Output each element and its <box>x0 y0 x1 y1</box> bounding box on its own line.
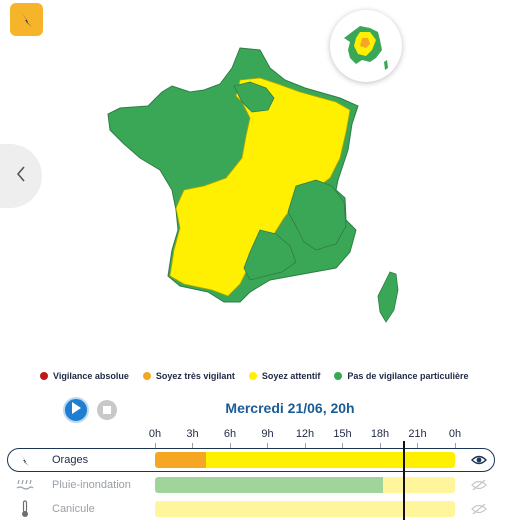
hour-label: 0h <box>148 428 162 440</box>
lightning-bolt-icon <box>15 450 35 470</box>
map-yellow-zone <box>169 77 351 297</box>
legend-dot <box>334 372 343 380</box>
stop-button[interactable] <box>97 400 117 420</box>
previous-button[interactable] <box>0 144 42 208</box>
hour-tick <box>417 443 418 449</box>
phenomenon-timeline-bar[interactable] <box>155 501 455 517</box>
play-button[interactable] <box>63 397 89 423</box>
legend-label: Soyez attentif <box>261 371 321 381</box>
mini-map-thumbnail[interactable] <box>330 10 402 82</box>
legend-item-red: Vigilance absolue <box>40 371 129 381</box>
thermometer-icon <box>15 499 35 519</box>
hour-label: 9h <box>261 428 274 440</box>
phenomenon-label: Pluie-inondation <box>52 479 131 491</box>
eye-icon[interactable] <box>471 453 487 467</box>
stop-icon <box>103 401 111 419</box>
vigilance-map[interactable] <box>100 40 410 330</box>
hour-tick <box>192 443 193 449</box>
timeline-segment <box>155 477 383 493</box>
hour-label: 15h <box>333 428 352 440</box>
legend-label: Pas de vigilance particulière <box>347 371 469 381</box>
legend-dot <box>248 372 257 380</box>
map-green-zone-north <box>233 81 275 113</box>
current-date: Mercredi 21/06, 20h <box>225 400 355 416</box>
hour-tick <box>230 443 231 449</box>
legend-item-yellow: Soyez attentif <box>248 371 321 381</box>
eye-off-icon[interactable] <box>471 502 487 516</box>
hour-tick <box>342 443 343 449</box>
current-time-indicator[interactable] <box>403 441 405 520</box>
map-green-zone-east <box>287 179 347 251</box>
hour-tick <box>305 443 306 449</box>
legend-dot <box>142 372 151 380</box>
hour-tick <box>155 443 156 449</box>
lightning-bolt-icon <box>10 3 43 36</box>
play-icon <box>71 401 81 419</box>
phenomenon-label: Canicule <box>52 503 95 515</box>
eye-off-icon[interactable] <box>471 478 487 492</box>
timeline-segment <box>155 501 455 517</box>
map-green-zone-south <box>243 229 297 281</box>
legend-dot <box>40 372 48 380</box>
phenomenon-row-orages[interactable] <box>7 448 495 472</box>
hour-label: 12h <box>295 428 315 440</box>
legend-item-orange: Soyez très vigilant <box>142 371 235 381</box>
hour-label: 6h <box>223 428 237 440</box>
map-corsica <box>377 271 399 323</box>
legend-label: Soyez très vigilant <box>155 371 235 381</box>
hour-tick <box>380 443 381 449</box>
hour-label: 0h <box>448 428 462 440</box>
legend: Vigilance absolue Soyez très vigilant So… <box>40 371 482 381</box>
phenomenon-timeline-bar[interactable] <box>155 452 455 468</box>
timeline-segment <box>206 452 455 468</box>
hour-label: 21h <box>408 428 427 440</box>
rain-flood-icon <box>15 475 35 495</box>
phenomenon-timeline-bar[interactable] <box>155 477 455 493</box>
phenomenon-label: Orages <box>52 454 89 466</box>
hour-label: 18h <box>370 428 390 440</box>
hour-label: 3h <box>186 428 199 440</box>
legend-item-green: Pas de vigilance particulière <box>334 371 468 381</box>
timeline-segment <box>383 477 455 493</box>
chevron-left-icon <box>15 165 27 188</box>
timeline-segment <box>155 452 206 468</box>
hour-tick <box>455 443 456 449</box>
hour-tick <box>267 443 268 449</box>
legend-label: Vigilance absolue <box>53 371 129 381</box>
